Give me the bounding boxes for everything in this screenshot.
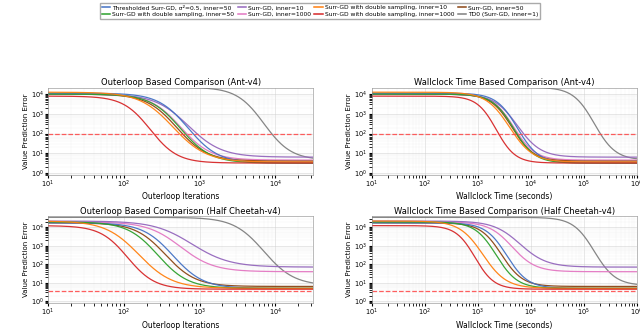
Title: Outerloop Based Comparison (Ant-v4): Outerloop Based Comparison (Ant-v4) <box>100 79 260 88</box>
Title: Wallclock Time Based Comparison (Ant-v4): Wallclock Time Based Comparison (Ant-v4) <box>414 79 595 88</box>
Y-axis label: Value Prediction Error: Value Prediction Error <box>346 222 352 297</box>
Y-axis label: Value Prediction Error: Value Prediction Error <box>22 94 29 169</box>
X-axis label: Outerloop Iterations: Outerloop Iterations <box>142 192 220 201</box>
X-axis label: Wallclock Time (seconds): Wallclock Time (seconds) <box>456 321 552 330</box>
Title: Wallclock Time Based Comparison (Half Cheetah-v4): Wallclock Time Based Comparison (Half Ch… <box>394 207 615 216</box>
Y-axis label: Value Prediction Error: Value Prediction Error <box>346 94 352 169</box>
Y-axis label: Value Prediction Error: Value Prediction Error <box>22 222 29 297</box>
Title: Outerloop Based Comparison (Half Cheetah-v4): Outerloop Based Comparison (Half Cheetah… <box>80 207 281 216</box>
X-axis label: Outerloop Iterations: Outerloop Iterations <box>142 321 220 330</box>
X-axis label: Wallclock Time (seconds): Wallclock Time (seconds) <box>456 192 552 201</box>
Legend: Thresholded Surr-GD, σ²=0.5, inner=50, Surr-GD with double sampling, inner=50, S: Thresholded Surr-GD, σ²=0.5, inner=50, S… <box>100 3 540 19</box>
